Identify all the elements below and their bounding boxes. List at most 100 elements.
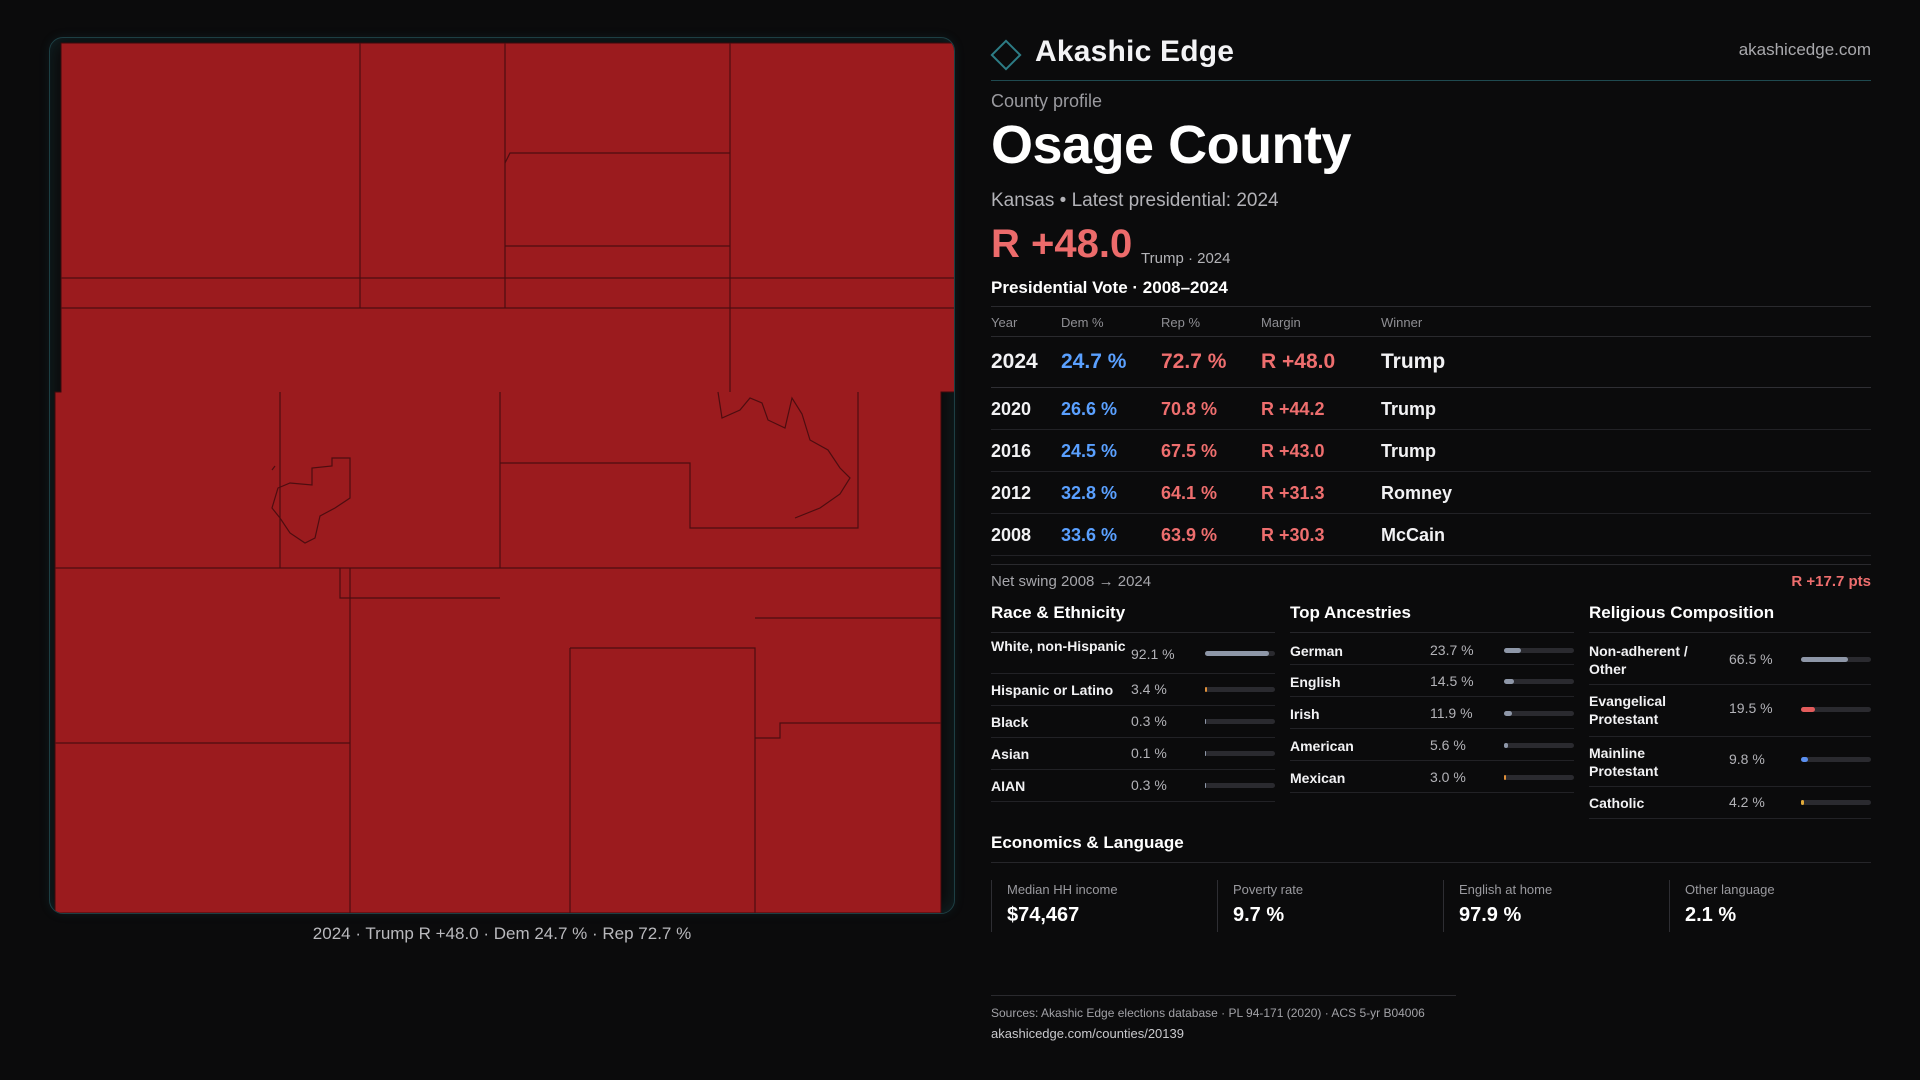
county-outline (54, 42, 954, 913)
col-header-year: Year (991, 315, 1018, 330)
list-item: Evangelical Protestant 19.5 % (1589, 685, 1871, 737)
cell-year: 2024 (991, 350, 1038, 373)
list-item: Mexican 3.0 % (1290, 761, 1574, 793)
stat-label: German (1290, 643, 1343, 659)
swing-divider (991, 564, 1871, 565)
header-divider (991, 80, 1871, 81)
list-item: American 5.6 % (1290, 729, 1574, 761)
diamond-logo-icon (990, 39, 1022, 71)
stat-card-other-language: Other language 2.1 % (1669, 880, 1869, 932)
table-row: 2016 24.5 % 67.5 % R +43.0 Trump (991, 430, 1871, 472)
col-header-dem: Dem % (1061, 315, 1104, 330)
stat-value: 9.8 % (1729, 751, 1765, 767)
stat-bar-fill (1504, 743, 1508, 748)
stat-value: 19.5 % (1729, 700, 1773, 716)
stat-value: 14.5 % (1430, 673, 1474, 689)
table-row: 2012 32.8 % 64.1 % R +31.3 Romney (991, 472, 1871, 514)
col-header-margin: Margin (1261, 315, 1301, 330)
cell-year: 2008 (991, 525, 1032, 545)
stat-bar (1205, 751, 1275, 756)
stat-card-value: $74,467 (1007, 904, 1080, 926)
religion-section: Religious Composition Non-adherent / Oth… (1589, 603, 1871, 819)
list-item: Catholic 4.2 % (1589, 787, 1871, 819)
stat-card-value: 2.1 % (1685, 904, 1737, 926)
county-map-svg (54, 42, 954, 913)
stat-card-label: Poverty rate (1233, 882, 1304, 897)
county-map[interactable] (49, 37, 955, 914)
brand[interactable]: Akashic Edge (990, 32, 1235, 72)
list-item: Black 0.3 % (991, 706, 1275, 738)
race-ethnicity-title: Race & Ethnicity (991, 603, 1275, 633)
stat-label: American (1290, 738, 1354, 754)
table-row: 2008 33.6 % 63.9 % R +30.3 McCain (991, 514, 1871, 556)
stat-label: English (1290, 674, 1341, 690)
list-item: White, non-Hispanic 92.1 % (991, 633, 1275, 674)
stat-value: 11.9 % (1430, 705, 1473, 721)
cell-year: 2012 (991, 483, 1032, 503)
stat-bar-fill (1801, 707, 1815, 712)
table-row: 2020 26.6 % 70.8 % R +44.2 Trump (991, 388, 1871, 430)
stat-label: Asian (991, 746, 1030, 762)
stat-label: Non-adherent / Other (1589, 643, 1688, 677)
list-item: Irish 11.9 % (1290, 697, 1574, 729)
stat-value: 0.1 % (1131, 745, 1167, 761)
cell-rep: 70.8 % (1161, 399, 1218, 419)
stat-bar-fill (1504, 711, 1513, 716)
net-swing-label: Net swing 2008 → 2024 (991, 573, 1152, 590)
stat-value: 4.2 % (1729, 794, 1765, 810)
brand-name: Akashic Edge (1035, 35, 1235, 68)
stat-value: 0.3 % (1131, 777, 1167, 793)
list-item: Non-adherent / Other 66.5 % (1589, 633, 1871, 685)
stat-label: White, non-Hispanic (991, 638, 1126, 654)
stat-value: 3.4 % (1131, 681, 1167, 697)
brand-url-link[interactable]: akashicedge.com (1738, 40, 1871, 59)
cell-margin: R +31.3 (1261, 483, 1325, 503)
stat-bar-fill (1801, 657, 1848, 662)
stat-bar-fill (1205, 651, 1270, 656)
sources-divider (991, 995, 1456, 996)
list-item: German 23.7 % (1290, 633, 1574, 665)
stat-bar (1801, 800, 1871, 805)
stat-bar-fill (1504, 775, 1507, 780)
stat-card-poverty: Poverty rate 9.7 % (1217, 880, 1417, 932)
vote-table-divider (991, 306, 1871, 307)
col-header-rep: Rep % (1161, 315, 1201, 330)
economics-title: Economics & Language (991, 833, 1184, 852)
cell-margin: R +48.0 (1261, 350, 1336, 373)
stat-card-label: Median HH income (1007, 882, 1118, 897)
list-item: Asian 0.1 % (991, 738, 1275, 770)
cell-dem: 24.7 % (1061, 350, 1127, 373)
township-boundaries (55, 43, 954, 913)
ancestries-title: Top Ancestries (1290, 603, 1574, 633)
stat-bar (1504, 711, 1574, 716)
table-row: 2024 24.7 % 72.7 % R +48.0 Trump (991, 337, 1871, 388)
stat-value: 23.7 % (1430, 642, 1474, 658)
list-item: AIAN 0.3 % (991, 770, 1275, 802)
stat-card-english: English at home 97.9 % (1443, 880, 1643, 932)
list-item: English 14.5 % (1290, 665, 1574, 697)
stat-bar (1504, 743, 1574, 748)
stat-card-value: 9.7 % (1233, 904, 1285, 926)
stat-bar (1205, 687, 1275, 692)
page-subtitle: Kansas • Latest presidential: 2024 (991, 190, 1279, 211)
stat-label: Catholic (1589, 795, 1645, 811)
stat-value: 92.1 % (1131, 646, 1175, 662)
stat-value: 66.5 % (1729, 651, 1773, 667)
sources-url-link[interactable]: akashicedge.com/counties/20139 (991, 1026, 1184, 1041)
stat-label: Irish (1290, 706, 1320, 722)
cell-year: 2016 (991, 441, 1032, 461)
stat-label: Evangelical Protestant (1589, 693, 1667, 727)
cell-winner: Romney (1381, 483, 1453, 503)
religion-title: Religious Composition (1589, 603, 1871, 633)
cell-rep: 64.1 % (1161, 483, 1218, 503)
stat-bar-fill (1504, 679, 1515, 684)
cell-winner: Trump (1381, 441, 1437, 461)
stat-bar-fill (1205, 687, 1208, 692)
cell-dem: 24.5 % (1061, 441, 1118, 461)
sources-text: Sources: Akashic Edge elections database… (991, 1006, 1425, 1020)
cell-year: 2020 (991, 399, 1032, 419)
page-eyebrow: County profile (991, 91, 1103, 111)
stat-bar (1205, 783, 1275, 788)
stat-bar-fill (1205, 751, 1207, 756)
stat-bar-fill (1504, 648, 1521, 653)
